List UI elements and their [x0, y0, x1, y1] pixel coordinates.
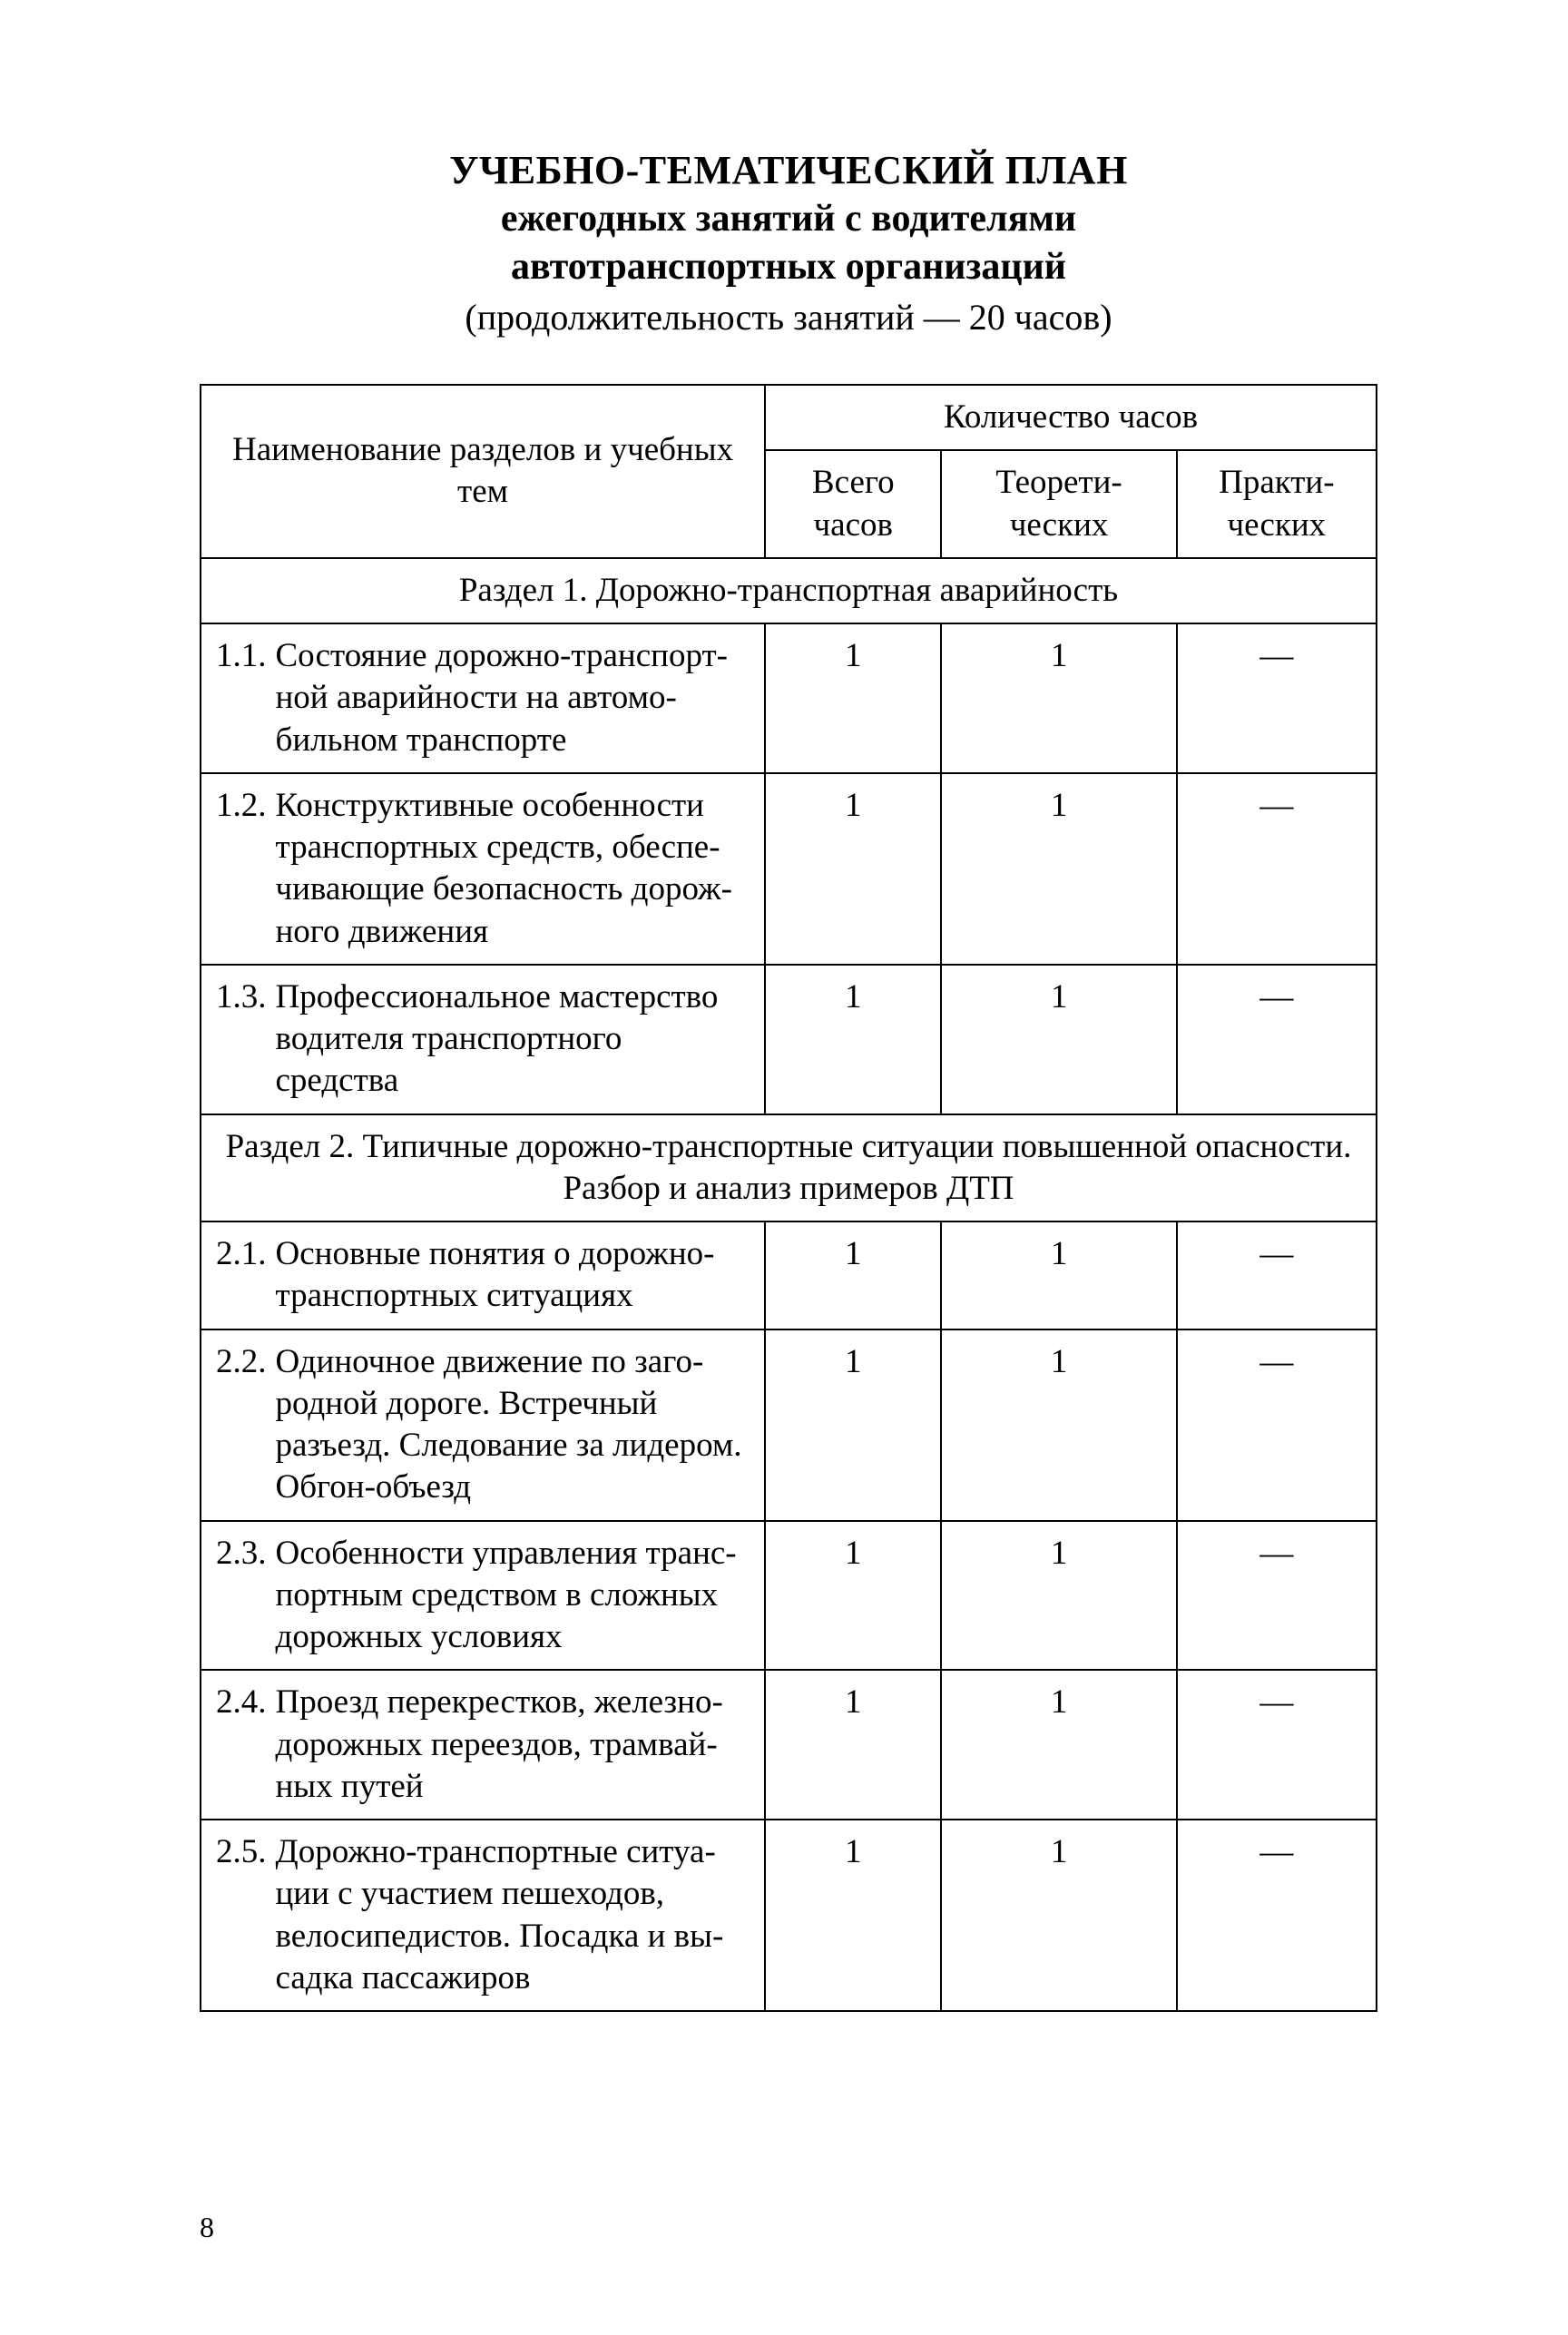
topic-text: Проезд перекрестков, железно­дорожных пе…	[276, 1682, 750, 1808]
theoretical-hours: 1	[941, 773, 1176, 965]
topic-text: Одиночное движение по заго­родной дороге…	[276, 1341, 750, 1509]
topic-number: 2.3.	[216, 1533, 276, 1659]
topic-text: Основные понятия о дорожно-транспортных …	[276, 1233, 750, 1318]
title-line-1: УЧЕБНО-ТЕМАТИЧЕСКИЙ ПЛАН	[200, 145, 1377, 195]
header-total: Всего часов	[765, 450, 941, 558]
total-hours: 1	[765, 1521, 941, 1671]
title-line-2: ежегодных занятий с водителями	[200, 195, 1377, 243]
section-title: Раздел 2. Типичные дорожно-транспортные …	[201, 1114, 1377, 1222]
topic-number: 1.1.	[216, 635, 276, 761]
total-hours: 1	[765, 773, 941, 965]
practical-hours: —	[1177, 1329, 1377, 1521]
total-hours: 1	[765, 623, 941, 773]
total-hours: 1	[765, 1329, 941, 1521]
table-row: 1.1. Состояние дорожно-транспорт­ной ава…	[201, 623, 1377, 773]
topic-cell: 1.1. Состояние дорожно-транспорт­ной ава…	[201, 623, 765, 773]
theoretical-hours: 1	[941, 1329, 1176, 1521]
topic-cell: 2.5. Дорожно-транспортные ситуа­ции с уч…	[201, 1820, 765, 2011]
theoretical-hours: 1	[941, 1670, 1176, 1820]
header-name: Наименование разделов и учебных тем	[201, 385, 765, 558]
topic-text: Профессиональное мастерство водителя тра…	[276, 976, 750, 1103]
curriculum-table: Наименование разделов и учебных тем Коли…	[200, 384, 1377, 2012]
topic-number: 2.4.	[216, 1682, 276, 1808]
table-row: 2.1. Основные понятия о дорожно-транспор…	[201, 1221, 1377, 1329]
title-subtitle: (продолжительность занятий — 20 часов)	[200, 296, 1377, 338]
document-page: УЧЕБНО-ТЕМАТИЧЕСКИЙ ПЛАН ежегодных занят…	[0, 0, 1568, 2335]
page-number: 8	[200, 2211, 214, 2244]
topic-number: 1.2.	[216, 785, 276, 953]
topic-number: 2.1.	[216, 1233, 276, 1318]
topic-number: 2.2.	[216, 1341, 276, 1509]
topic-cell: 1.2. Конструктивные особенности транспор…	[201, 773, 765, 965]
practical-hours: —	[1177, 1670, 1377, 1820]
topic-cell: 2.1. Основные понятия о дорожно-транспор…	[201, 1221, 765, 1329]
total-hours: 1	[765, 1221, 941, 1329]
practical-hours: —	[1177, 965, 1377, 1114]
topic-cell: 1.3. Профессиональное мастерство водител…	[201, 965, 765, 1114]
topic-text: Дорожно-транспортные ситуа­ции с участие…	[276, 1831, 750, 1999]
practical-hours: —	[1177, 1521, 1377, 1671]
practical-hours: —	[1177, 623, 1377, 773]
topic-text: Состояние дорожно-транспорт­ной аварийно…	[276, 635, 750, 761]
theoretical-hours: 1	[941, 623, 1176, 773]
section-title: Раздел 1. Дорожно-транспортная аварийнос…	[201, 558, 1377, 623]
theoretical-hours: 1	[941, 1521, 1176, 1671]
topic-cell: 2.3. Особенности управления транс­портны…	[201, 1521, 765, 1671]
title-line-3: автотранспортных организаций	[200, 243, 1377, 291]
table-body: Раздел 1. Дорожно-транспортная аварийнос…	[201, 558, 1377, 2011]
topic-number: 2.5.	[216, 1831, 276, 1999]
total-hours: 1	[765, 965, 941, 1114]
title-block: УЧЕБНО-ТЕМАТИЧЕСКИЙ ПЛАН ежегодных занят…	[200, 145, 1377, 338]
header-hours-group: Количество часов	[765, 385, 1377, 450]
theoretical-hours: 1	[941, 1820, 1176, 2011]
practical-hours: —	[1177, 773, 1377, 965]
header-practical: Практи­ческих	[1177, 450, 1377, 558]
table-header: Наименование разделов и учебных тем Коли…	[201, 385, 1377, 558]
total-hours: 1	[765, 1820, 941, 2011]
topic-cell: 2.2. Одиночное движение по заго­родной д…	[201, 1329, 765, 1521]
table-row: 2.3. Особенности управления транс­портны…	[201, 1521, 1377, 1671]
section-header-row: Раздел 1. Дорожно-транспортная аварийнос…	[201, 558, 1377, 623]
theoretical-hours: 1	[941, 1221, 1176, 1329]
practical-hours: —	[1177, 1221, 1377, 1329]
table-row: 2.2. Одиночное движение по заго­родной д…	[201, 1329, 1377, 1521]
table-row: 1.3. Профессиональное мастерство водител…	[201, 965, 1377, 1114]
table-row: 2.4. Проезд перекрестков, железно­дорожн…	[201, 1670, 1377, 1820]
topic-cell: 2.4. Проезд перекрестков, железно­дорожн…	[201, 1670, 765, 1820]
header-theoretical: Теорети­ческих	[941, 450, 1176, 558]
table-row: 1.2. Конструктивные особенности транспор…	[201, 773, 1377, 965]
topic-number: 1.3.	[216, 976, 276, 1103]
table-row: 2.5. Дорожно-транспортные ситуа­ции с уч…	[201, 1820, 1377, 2011]
practical-hours: —	[1177, 1820, 1377, 2011]
section-header-row: Раздел 2. Типичные дорожно-транспортные …	[201, 1114, 1377, 1222]
topic-text: Особенности управления транс­портным сре…	[276, 1533, 750, 1659]
theoretical-hours: 1	[941, 965, 1176, 1114]
total-hours: 1	[765, 1670, 941, 1820]
topic-text: Конструктивные особенности транспортных …	[276, 785, 750, 953]
